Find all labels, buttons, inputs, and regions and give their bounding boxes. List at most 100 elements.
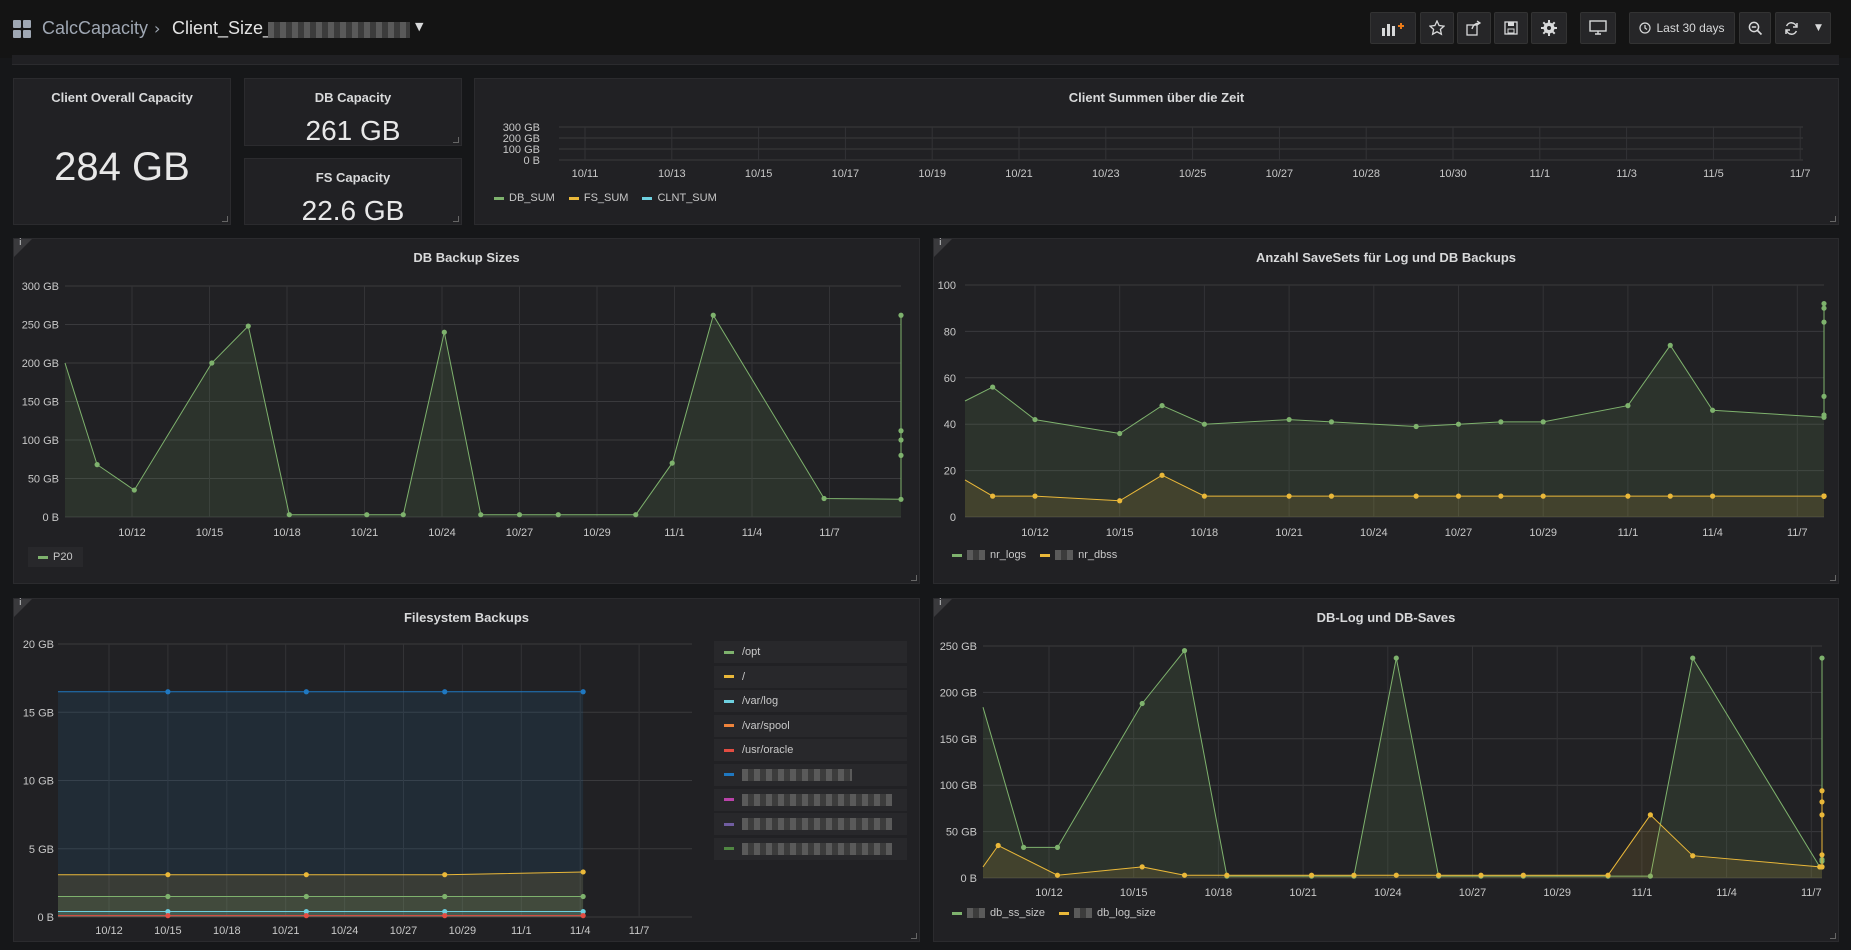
legend-swatch xyxy=(724,847,734,851)
x-tick-label: 10/29 xyxy=(583,527,611,539)
data-point xyxy=(1821,300,1827,307)
legend-item[interactable]: db_ss_size xyxy=(952,907,1045,919)
add-panel-icon xyxy=(1382,23,1404,36)
y-tick-label: 150 GB xyxy=(940,734,977,746)
data-point xyxy=(441,329,447,335)
x-tick-label: 10/18 xyxy=(1191,527,1219,539)
redacted-text xyxy=(742,768,852,781)
add-panel-button[interactable] xyxy=(1370,12,1416,44)
legend-item[interactable] xyxy=(714,837,907,860)
y-tick-label: 10 GB xyxy=(23,776,54,788)
caret-down-icon[interactable]: ▼ xyxy=(1815,23,1822,33)
x-tick-label: 10/27 xyxy=(506,527,534,539)
data-point xyxy=(165,893,171,900)
info-icon[interactable]: i xyxy=(14,598,32,617)
data-point xyxy=(1821,493,1827,499)
legend-item[interactable] xyxy=(714,763,907,786)
legend-item[interactable]: nr_logs xyxy=(952,549,1026,561)
zoom-out-icon xyxy=(1748,21,1762,35)
panel-anzahl-savesets[interactable]: i Anzahl SaveSets für Log und DB Backups… xyxy=(933,238,1839,584)
legend-label: db_log_size xyxy=(1097,907,1156,919)
panel-db-capacity[interactable]: DB Capacity 261 GB xyxy=(244,78,462,146)
time-range-picker[interactable]: Last 30 days xyxy=(1629,12,1735,44)
time-range-label: Last 30 days xyxy=(1656,21,1725,35)
data-point xyxy=(364,512,370,518)
resize-handle[interactable] xyxy=(1830,575,1836,581)
dashboard-title[interactable]: Client_Size_ xyxy=(172,18,274,38)
data-point xyxy=(1821,393,1827,399)
legend-item[interactable] xyxy=(714,813,907,836)
panel-db-log-und-db-saves[interactable]: i DB-Log und DB-Saves 250 GB 200 GB 150 GB… xyxy=(933,598,1839,942)
legend-item[interactable]: P20 xyxy=(38,551,73,563)
breadcrumb-app[interactable]: CalcCapacity xyxy=(42,18,149,38)
legend-item[interactable]: /var/spool xyxy=(714,714,907,737)
y-tick-label: 50 GB xyxy=(28,474,59,486)
resize-handle[interactable] xyxy=(1830,933,1836,939)
data-point xyxy=(1498,419,1504,425)
y-tick-label: 200 GB xyxy=(503,133,540,145)
data-point xyxy=(131,487,137,493)
x-tick-label: 10/29 xyxy=(1529,527,1557,539)
legend-item[interactable]: DB_SUM xyxy=(494,192,555,204)
legend-item[interactable]: CLNT_SUM xyxy=(642,192,717,204)
legend-item[interactable]: /usr/oracle xyxy=(714,739,907,762)
cycle-view-mode-button[interactable] xyxy=(1580,12,1616,44)
save-icon xyxy=(1504,21,1518,35)
data-point xyxy=(1821,305,1827,311)
data-point xyxy=(1819,852,1825,858)
data-point xyxy=(245,323,251,329)
y-tick-label: 0 B xyxy=(37,912,54,924)
data-point xyxy=(990,493,996,499)
resize-handle[interactable] xyxy=(453,137,459,143)
x-tick-label: 10/21 xyxy=(1289,887,1317,899)
redacted-text xyxy=(1055,550,1074,560)
data-point xyxy=(1540,419,1546,425)
caret-down-icon[interactable]: ▼ xyxy=(415,20,424,33)
legend-swatch xyxy=(952,553,962,557)
resize-handle[interactable] xyxy=(453,216,459,222)
resize-handle[interactable] xyxy=(222,216,228,222)
legend-item[interactable]: nr_dbss xyxy=(1040,549,1117,561)
panel-client-summen[interactable]: Client Summen über die Zeit 300 GB 200 GB… xyxy=(474,78,1839,225)
refresh-icon xyxy=(1785,21,1798,35)
share-button[interactable] xyxy=(1457,12,1491,44)
resize-handle[interactable] xyxy=(911,575,917,581)
legend-item[interactable]: /opt xyxy=(714,641,907,663)
y-tick-label: 300 GB xyxy=(22,281,59,293)
refresh-button[interactable]: ▼ xyxy=(1775,12,1831,44)
dashboards-grid-icon[interactable] xyxy=(13,20,31,38)
data-point xyxy=(580,689,586,695)
settings-button[interactable] xyxy=(1531,12,1567,44)
data-point xyxy=(209,360,215,366)
x-tick-label: 10/24 xyxy=(428,527,456,539)
x-tick-label: 10/27 xyxy=(1445,527,1473,539)
x-tick-label: 10/12 xyxy=(95,925,123,937)
data-point xyxy=(1181,648,1188,654)
legend-item[interactable] xyxy=(714,788,907,811)
zoom-out-button[interactable] xyxy=(1739,12,1771,44)
data-point xyxy=(710,312,716,318)
data-point xyxy=(1286,493,1292,499)
panel-db-backup-sizes[interactable]: i DB Backup Sizes 300 GB 250 GB 200 GB 150 … xyxy=(13,238,920,584)
info-icon[interactable]: i xyxy=(934,238,952,257)
info-icon[interactable]: i xyxy=(14,238,32,257)
legend-label: CLNT_SUM xyxy=(657,192,717,204)
save-button[interactable] xyxy=(1494,12,1528,44)
panel-client-overall-capacity[interactable]: Client Overall Capacity 284 GB xyxy=(13,78,231,225)
info-icon[interactable]: i xyxy=(934,598,952,617)
resize-handle[interactable] xyxy=(911,933,917,939)
resize-handle[interactable] xyxy=(1830,216,1836,222)
panel-fs-capacity[interactable]: FS Capacity 22.6 GB xyxy=(244,158,462,226)
data-point xyxy=(165,908,171,915)
legend-item[interactable]: / xyxy=(714,665,907,688)
data-point xyxy=(1819,799,1825,805)
data-point xyxy=(303,872,309,878)
panel-title: DB Backup Sizes xyxy=(413,250,520,265)
star-button[interactable] xyxy=(1420,12,1454,44)
legend-item[interactable]: /var/log xyxy=(714,690,907,713)
data-point xyxy=(1819,788,1825,794)
legend-item[interactable]: db_log_size xyxy=(1059,907,1156,919)
legend-item[interactable]: FS_SUM xyxy=(568,192,628,204)
x-tick-label: 10/18 xyxy=(1205,887,1233,899)
data-point xyxy=(1625,493,1631,499)
